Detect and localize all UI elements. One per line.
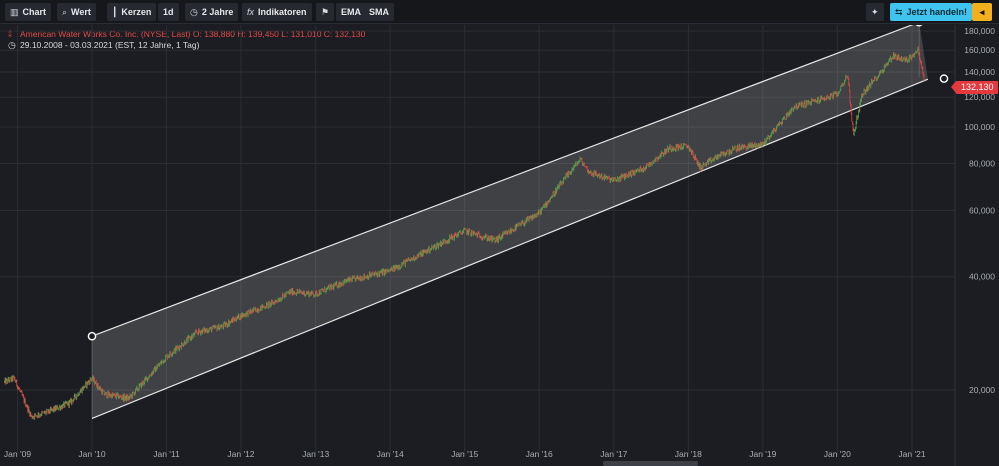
legend-range: ◷ 29.10.2008 - 03.03.2021 (EST, 12 Jahre,… bbox=[8, 40, 199, 51]
clock-legend-icon: ◷ bbox=[8, 40, 16, 50]
x-tick-label: Jan '10 bbox=[78, 449, 105, 459]
channel-handle-top bbox=[915, 25, 923, 27]
x-tick-label: Jan '09 bbox=[4, 449, 31, 459]
legend-ohlc-text: American Water Works Co. Inc. (NYSE, Las… bbox=[20, 29, 366, 39]
candles-button[interactable]: ┃ Kerzen bbox=[107, 3, 157, 21]
candles-legend-icon: ⁑ bbox=[8, 30, 12, 39]
horizontal-scrollbar[interactable] bbox=[603, 461, 698, 466]
bar-chart-icon: ▥ bbox=[10, 7, 19, 17]
x-tick-label: Jan '19 bbox=[749, 449, 776, 459]
search-icon: ⌕ bbox=[62, 7, 68, 17]
indicators-label: Indikatoren bbox=[258, 7, 307, 17]
channel-lower-line bbox=[91, 78, 929, 420]
interval-label: 1d bbox=[163, 7, 174, 17]
x-tick-label: Jan '12 bbox=[227, 449, 254, 459]
y-tick-label: 60,000 bbox=[969, 206, 995, 216]
channel-fill bbox=[92, 25, 928, 419]
value-label: Wert bbox=[71, 7, 91, 17]
range-button[interactable]: ◷ 2 Jahre bbox=[185, 3, 239, 21]
x-tick-label: Jan '13 bbox=[302, 449, 329, 459]
x-tick-label: Jan '17 bbox=[600, 449, 627, 459]
fx-icon: fx bbox=[247, 7, 255, 17]
magic-wand-icon: ✦ bbox=[871, 7, 879, 17]
trade-icon: ⇆ bbox=[895, 7, 903, 17]
toolbar: ▥ Chart ⌕ Wert ┃ Kerzen 1d ◷ 2 Jahre fx Indik… bbox=[0, 0, 999, 24]
channel-handle-start bbox=[87, 331, 97, 341]
y-tick-label: 40,000 bbox=[969, 272, 995, 282]
chart-type-button[interactable]: ▥ Chart bbox=[5, 3, 52, 21]
channel-handle-end bbox=[939, 74, 949, 83]
x-tick-label: Jan '20 bbox=[824, 449, 851, 459]
sma-button[interactable]: SMA bbox=[364, 3, 394, 21]
sma-label: SMA bbox=[369, 7, 389, 17]
candles-label: Kerzen bbox=[121, 7, 152, 17]
y-tick-label: 100,000 bbox=[964, 122, 995, 132]
x-tick-label: Jan '18 bbox=[675, 449, 702, 459]
y-tick-label: 180,000 bbox=[964, 26, 995, 36]
last-price-badge: 132,130 bbox=[951, 81, 998, 94]
indicators-button[interactable]: fx Indikatoren bbox=[242, 3, 312, 21]
legend-range-text: 29.10.2008 - 03.03.2021 (EST, 12 Jahre, … bbox=[20, 40, 200, 50]
legend-ohlc: ⁑ American Water Works Co. Inc. (NYSE, La… bbox=[8, 29, 365, 39]
clock-icon: ◷ bbox=[190, 7, 198, 17]
ema-button[interactable]: EMA bbox=[336, 3, 366, 21]
y-tick-label: 160,000 bbox=[964, 45, 995, 55]
flag-icon: ⚑ bbox=[321, 7, 330, 17]
value-search-button[interactable]: ⌕ Wert bbox=[57, 3, 96, 21]
trade-label: Jetzt handeln! bbox=[906, 7, 968, 17]
trade-now-button[interactable]: ⇆ Jetzt handeln! bbox=[890, 3, 973, 21]
chart-area[interactable]: 20,000 40,000 60,000 80,000 100,000 120,000 14… bbox=[0, 25, 999, 466]
flag-button[interactable]: ⚑ bbox=[316, 3, 335, 21]
ema-label: EMA bbox=[341, 7, 361, 17]
y-tick-label: 140,000 bbox=[964, 67, 995, 77]
x-tick-label: Jan '21 bbox=[898, 449, 925, 459]
channel-upper-line bbox=[91, 25, 914, 337]
y-tick-label: 80,000 bbox=[969, 158, 995, 168]
warning-button[interactable]: ◂ bbox=[972, 3, 992, 21]
interval-button[interactable]: 1d bbox=[158, 3, 179, 21]
x-tick-label: Jan '14 bbox=[377, 449, 404, 459]
magic-button[interactable]: ✦ bbox=[866, 3, 884, 21]
warning-icon: ◂ bbox=[979, 7, 985, 17]
range-label: 2 Jahre bbox=[201, 7, 234, 17]
chart-type-label: Chart bbox=[22, 7, 47, 17]
x-tick-label: Jan '16 bbox=[526, 449, 553, 459]
candlestick-icon: ┃ bbox=[112, 7, 118, 17]
y-tick-label: 20,000 bbox=[969, 385, 995, 395]
price-chart[interactable]: 20,000 40,000 60,000 80,000 100,000 120,000 14… bbox=[0, 25, 999, 466]
x-tick-label: Jan '11 bbox=[153, 449, 180, 459]
y-tick-label: 120,000 bbox=[964, 92, 995, 102]
x-tick-label: Jan '15 bbox=[451, 449, 478, 459]
